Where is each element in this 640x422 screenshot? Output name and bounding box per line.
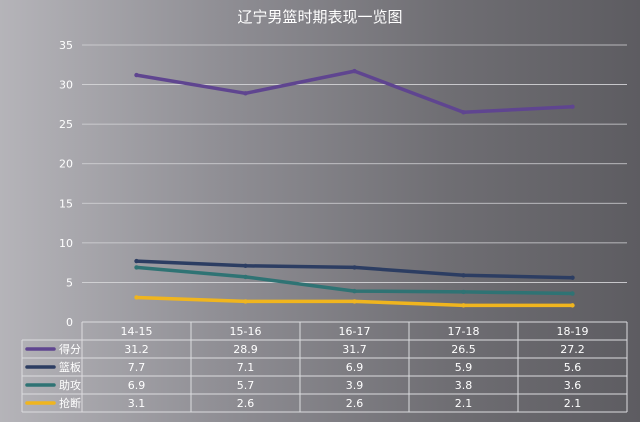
data-point bbox=[352, 299, 356, 303]
data-point bbox=[352, 289, 356, 293]
y-tick-label: 5 bbox=[66, 276, 73, 289]
data-value-cell: 2.1 bbox=[564, 397, 582, 410]
legend-label: 篮板 bbox=[59, 360, 81, 374]
data-value-cell: 7.1 bbox=[237, 361, 255, 374]
data-point bbox=[461, 273, 465, 277]
data-point bbox=[134, 295, 138, 299]
data-value-cell: 2.6 bbox=[237, 397, 255, 410]
x-category-label: 18-19 bbox=[557, 325, 589, 338]
data-value-cell: 31.7 bbox=[342, 343, 367, 356]
data-value-cell: 6.9 bbox=[128, 379, 146, 392]
data-point bbox=[570, 275, 574, 279]
data-value-cell: 6.9 bbox=[346, 361, 364, 374]
data-point bbox=[243, 275, 247, 279]
legend-label: 抢断 bbox=[59, 396, 81, 410]
legend-label: 助攻 bbox=[59, 378, 81, 392]
data-value-cell: 2.6 bbox=[346, 397, 364, 410]
y-tick-label: 15 bbox=[59, 197, 73, 210]
data-point bbox=[134, 259, 138, 263]
data-value-cell: 3.1 bbox=[128, 397, 146, 410]
y-tick-label: 0 bbox=[66, 316, 73, 329]
series-line bbox=[137, 71, 573, 112]
data-point bbox=[570, 303, 574, 307]
data-point bbox=[461, 290, 465, 294]
data-point bbox=[352, 69, 356, 73]
y-tick-label: 20 bbox=[59, 158, 73, 171]
data-value-cell: 3.8 bbox=[455, 379, 473, 392]
legend-label: 得分 bbox=[59, 343, 81, 356]
data-value-cell: 27.2 bbox=[560, 343, 585, 356]
y-tick-label: 35 bbox=[59, 39, 73, 52]
data-point bbox=[352, 265, 356, 269]
data-point bbox=[461, 303, 465, 307]
x-category-label: 15-16 bbox=[230, 325, 262, 338]
data-point bbox=[243, 264, 247, 268]
data-value-cell: 7.7 bbox=[128, 361, 146, 374]
data-value-cell: 2.1 bbox=[455, 397, 473, 410]
data-point bbox=[570, 291, 574, 295]
data-value-cell: 3.9 bbox=[346, 379, 364, 392]
y-tick-label: 30 bbox=[59, 79, 73, 92]
chart-title: 辽宁男篮时期表现一览图 bbox=[237, 8, 402, 26]
x-category-label: 14-15 bbox=[121, 325, 153, 338]
y-tick-label: 10 bbox=[59, 237, 73, 250]
data-value-cell: 26.5 bbox=[451, 343, 476, 356]
data-value-cell: 28.9 bbox=[233, 343, 258, 356]
data-value-cell: 5.7 bbox=[237, 379, 255, 392]
data-point bbox=[570, 105, 574, 109]
y-tick-label: 25 bbox=[59, 118, 73, 131]
data-point bbox=[134, 73, 138, 77]
data-value-cell: 3.6 bbox=[564, 379, 582, 392]
x-category-label: 16-17 bbox=[339, 325, 371, 338]
data-point bbox=[243, 299, 247, 303]
data-point bbox=[461, 110, 465, 114]
data-value-cell: 5.9 bbox=[455, 361, 473, 374]
data-value-cell: 5.6 bbox=[564, 361, 582, 374]
data-value-cell: 31.2 bbox=[124, 343, 149, 356]
data-point bbox=[134, 265, 138, 269]
x-category-label: 17-18 bbox=[448, 325, 480, 338]
data-point bbox=[243, 91, 247, 95]
